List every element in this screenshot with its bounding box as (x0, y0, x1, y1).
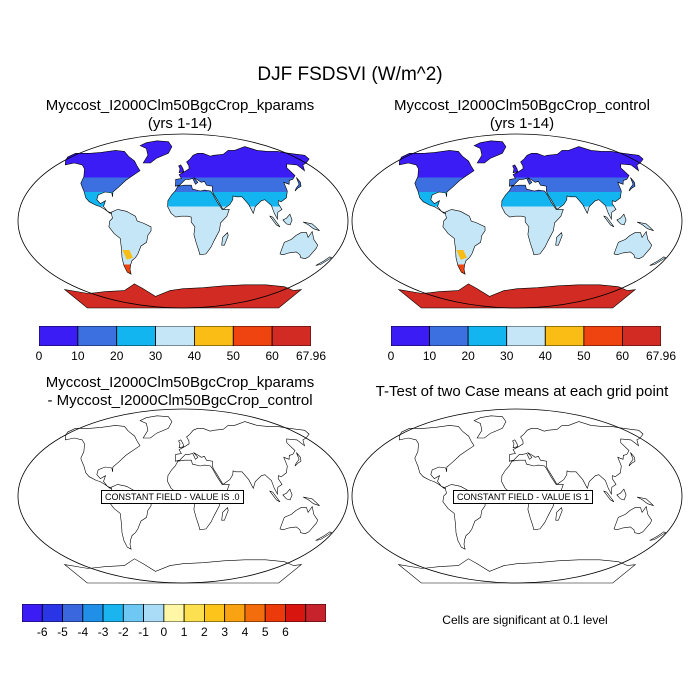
panel-3-colorbar-swatch (41, 604, 63, 622)
panel-3-colorbar-tick-label: -5 (57, 625, 68, 639)
panel-1-zone-band (64, 163, 332, 178)
panel-2-colorbar-swatch (506, 326, 546, 346)
panel-3-colorbar-swatch (82, 604, 104, 622)
panel-3-colorbar-swatch (305, 604, 326, 622)
panel-4-title-line1: T-Test of two Case means at each grid po… (375, 383, 669, 400)
panel-2-coastlines (397, 140, 667, 309)
panel-2-colorbar-swatch (583, 326, 623, 346)
panel-1-colorbar-tick-label: 60 (265, 349, 279, 363)
panel-3-colorbar-swatch (224, 604, 246, 622)
panel-4-title: T-Test of two Case means at each grid po… (357, 383, 687, 401)
panel-1-colorbar-swatch (155, 326, 195, 346)
panel-3-colorbar-tick-label: 3 (221, 625, 228, 639)
panel-2-colorbar-swatch (429, 326, 469, 346)
panel-1-colorbar-tick-label: 50 (226, 349, 240, 363)
panel-1-colorbar-swatch (232, 326, 273, 346)
panel-3-colorbar-tick-label: 6 (282, 625, 289, 639)
panel-3-colorbar-tick-label: 5 (261, 625, 269, 639)
panel-1-map-border (17, 133, 349, 309)
panel-3-colorbar-swatch (163, 604, 185, 622)
panel-3-colorbar-tick-label: 0 (160, 625, 168, 639)
panel-1-warm-patch (122, 250, 133, 260)
panel-2-title: Myccost_I2000Clm50BgcCrop_control (yrs 1… (357, 97, 687, 133)
panel-3-colorbar-tick-label: 2 (201, 625, 208, 639)
panel-1-title-line2: (yrs 1-14) (147, 115, 213, 132)
panel-3-title-line1: Myccost_I2000Clm50BgcCrop_kparams (45, 374, 315, 391)
figure-title: DJF FSDSVI (W/m^2) (257, 64, 443, 85)
panel-3-colorbar-tick-label: -1 (138, 625, 149, 639)
panel-1-colorbar-tick-label: 0 (35, 349, 43, 363)
panel-1-colorbar-swatch (39, 326, 79, 346)
panel-3-colorbar (22, 604, 326, 622)
panel-1-colorbar-tick-label: 30 (148, 349, 163, 363)
panel-3-title-line2: - Myccost_I2000Clm50BgcCrop_control (47, 392, 313, 409)
panel-1-colorbar-tick-label: 40 (187, 349, 202, 363)
panel-1-colorbar-tick-label: 20 (110, 349, 124, 363)
panel-3-colorbar-swatch (183, 604, 205, 622)
panel-1-colorbar-swatch (77, 326, 118, 346)
panel-2-colorbar-tick-label: 30 (500, 349, 514, 363)
panel-2-colorbar-swatch (544, 326, 585, 346)
panel-3-colorbar-swatch (244, 604, 266, 622)
panel-1-title: Myccost_I2000Clm50BgcCrop_kparams (yrs 1… (15, 97, 345, 133)
panel-4-map-border (351, 408, 683, 584)
panel-3-colorbar-tick-label: 4 (241, 625, 249, 639)
panel-3-title: Myccost_I2000Clm50BgcCrop_kparams - Mycc… (15, 374, 345, 410)
panel-3-colorbar-swatch (143, 604, 165, 622)
panel-2-warm-patch (456, 250, 467, 260)
panel-3-map-border (17, 408, 349, 584)
panel-2-map-border (351, 133, 683, 309)
panel-2-map (351, 133, 683, 309)
panel-3-colorbar-tick-label: -2 (117, 625, 129, 639)
panel-2-title-line1: Myccost_I2000Clm50BgcCrop_control (394, 97, 650, 114)
panel-2-colorbar-tick-label: 60 (615, 349, 630, 363)
panel-2-colorbar (391, 326, 661, 346)
panel-3-colorbar-swatch (285, 604, 307, 622)
panel-3-colorbar-tick-label: -6 (36, 625, 48, 639)
panel-1-map (17, 133, 349, 309)
panel-1-title-line1: Myccost_I2000Clm50BgcCrop_kparams (45, 97, 315, 114)
panel-3-colorbar-swatch (22, 604, 43, 622)
panel-1-colorbar-swatch (271, 326, 311, 346)
panel-2-colorbar-swatch (467, 326, 508, 346)
panel-3-colorbar-swatch (203, 604, 226, 622)
panel-3-colorbar-tick-label: -4 (77, 625, 89, 639)
panel-2-zone-band (398, 163, 666, 178)
panel-2-colorbar-swatch (622, 326, 661, 346)
panel-3-colorbar-swatch (62, 604, 84, 622)
panel-2-colorbar-tick-label: 0 (387, 349, 395, 363)
panel-3-colorbar-tick-label: -3 (97, 625, 109, 639)
panel-1-colorbar (39, 326, 311, 346)
panel-4-constant-field-label: CONSTANT FIELD - VALUE IS 1 (453, 490, 594, 504)
panel-2-colorbar-tick-label: 20 (461, 349, 475, 363)
panel-1-colorbar-tick-label: 10 (71, 349, 85, 363)
panel-1-colorbar-swatch (116, 326, 156, 346)
panel-1-colorbar-tick-label: 67.96 (295, 349, 327, 363)
panel-1-colorbar-swatch (194, 326, 234, 346)
panel-2-colorbar-tick-label: 67.96 (645, 349, 677, 363)
panel-3-colorbar-swatch (122, 604, 145, 622)
panel-2-colorbar-swatch (391, 326, 430, 346)
panel-2-colorbar-tick-label: 10 (422, 349, 437, 363)
panel-3-colorbar-swatch (264, 604, 286, 622)
significance-note: Cells are significant at 0.1 level (442, 613, 608, 627)
panel-1-coastlines (63, 140, 333, 309)
panel-3-colorbar-swatch (102, 604, 124, 622)
panel-3-constant-field-label: CONSTANT FIELD - VALUE IS .0 (101, 490, 244, 504)
panel-2-colorbar-tick-label: 50 (577, 349, 591, 363)
panel-3-colorbar-tick-label: 1 (180, 625, 188, 639)
panel-2-colorbar-tick-label: 40 (538, 349, 552, 363)
panel-2-title-line2: (yrs 1-14) (489, 115, 555, 132)
